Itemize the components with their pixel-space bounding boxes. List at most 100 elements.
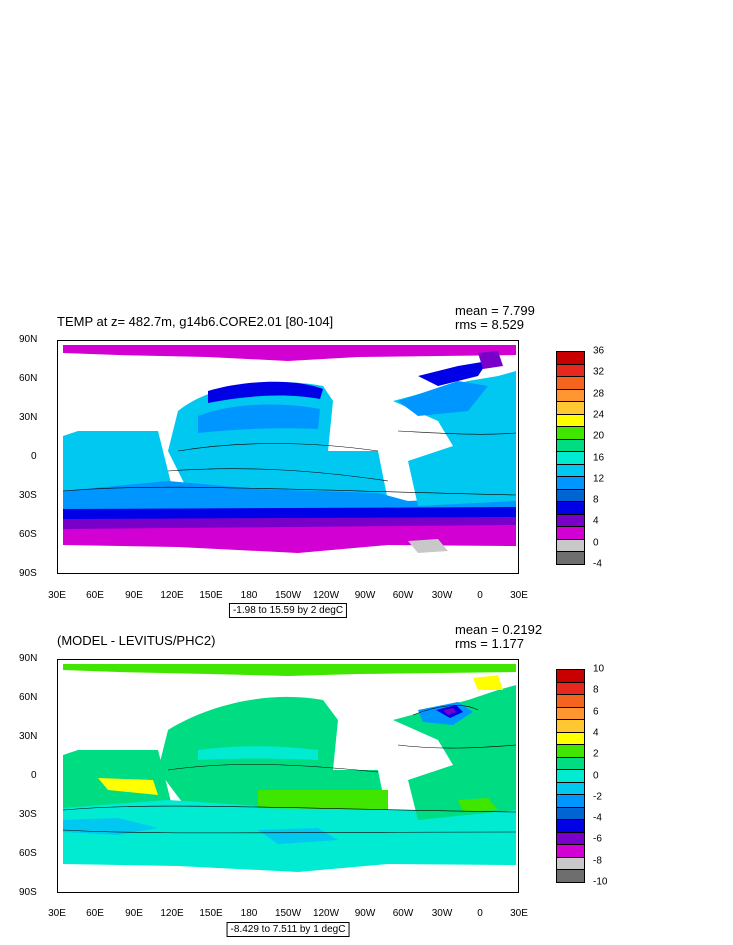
x-tick-label: 120E [160, 908, 184, 919]
colorbar: 10 8 6 4 2 0 -2 -4 -6 -8 -10 [556, 664, 607, 888]
rms-value: rms = 8.529 [455, 317, 525, 332]
colorbar-swatch [556, 376, 585, 390]
x-tick-label: 90W [354, 590, 376, 601]
panel-temperature: TEMP at z= 482.7m, g14b6.CORE2.01 [80-10… [0, 300, 733, 620]
x-tick-label: 120W [312, 908, 340, 919]
colorbar-label: 28 [593, 388, 605, 400]
y-tick-label: 60S [19, 848, 37, 859]
contour-range-label: -1.98 to 15.59 by 2 degC [228, 603, 348, 618]
colorbar-label: 8 [593, 494, 599, 506]
x-tick-label: 120E [160, 590, 184, 601]
colorbar-label: 6 [593, 706, 599, 718]
colorbar-swatch [556, 769, 585, 783]
colorbar-label: 12 [593, 473, 605, 485]
x-tick-label: 30E [48, 908, 66, 919]
mean-value: mean = 0.2192 [455, 622, 543, 637]
y-tick-label: 90N [19, 653, 38, 664]
colorbar-swatch [556, 706, 585, 721]
arctic-ocean [63, 664, 516, 676]
colorbar-label: 24 [593, 409, 605, 421]
colorbar-swatch [556, 551, 585, 565]
panel-title: TEMP at z= 482.7m, g14b6.CORE2.01 [80-10… [57, 314, 334, 329]
colorbar-swatch [556, 388, 585, 403]
y-tick-label: 90N [19, 334, 38, 345]
x-tick-label: 90E [125, 908, 143, 919]
colorbar-swatch [556, 488, 585, 503]
colorbar-swatch [556, 819, 585, 833]
colorbar-swatch [556, 794, 585, 808]
temperature-map [57, 340, 519, 574]
y-tick-label: 0 [31, 451, 37, 462]
colorbar-swatch [556, 719, 585, 733]
x-tick-label: 0 [477, 590, 483, 601]
x-tick-label: 180 [240, 908, 258, 919]
colorbar-swatch [556, 694, 585, 708]
colorbar-label: 4 [593, 727, 599, 739]
difference-map [57, 659, 519, 893]
mean-value: mean = 7.799 [455, 303, 535, 318]
southern-ocean-warm [63, 481, 516, 513]
x-tick-label: 60W [392, 908, 414, 919]
colorbar-swatch [556, 781, 585, 796]
colorbar-swatch [556, 681, 585, 696]
colorbar-swatch [556, 731, 585, 746]
arctic-ocean [63, 345, 516, 361]
x-tick-label: 180 [240, 590, 258, 601]
y-tick-label: 60N [19, 692, 38, 703]
x-tick-label: 60E [86, 908, 104, 919]
y-tick-label: 30N [19, 731, 38, 742]
colorbar-label: 20 [593, 430, 605, 442]
temperature-map-svg [58, 341, 518, 573]
x-tick-label: 90E [125, 590, 143, 601]
x-tick-label: 30W [431, 908, 453, 919]
colorbar-label: 10 [593, 663, 605, 675]
colorbar-label: 36 [593, 345, 605, 357]
colorbar-swatch [556, 844, 585, 858]
colorbar-swatch [556, 351, 585, 365]
x-tick-label: 150W [274, 590, 302, 601]
colorbar: 36 32 28 24 20 16 12 8 4 0 -4 [556, 346, 604, 570]
x-tick-label: 120W [312, 590, 340, 601]
x-tick-label: 150E [199, 590, 223, 601]
colorbar-swatch [556, 869, 585, 883]
x-tick-label: 150E [199, 908, 223, 919]
x-tick-label: 90W [354, 908, 376, 919]
colorbar-swatch [556, 831, 585, 846]
colorbar-label: -4 [593, 558, 602, 570]
colorbar-swatch [556, 476, 585, 490]
colorbar-swatch [556, 526, 585, 540]
contour-range-label: -8.429 to 7.511 by 1 degC [226, 922, 350, 937]
colorbar-label: 32 [593, 366, 605, 378]
x-tick-label: 150W [274, 908, 302, 919]
colorbar-label: -10 [593, 876, 608, 888]
panel-title: (MODEL - LEVITUS/PHC2) [57, 633, 216, 648]
colorbar-swatch [556, 413, 585, 428]
colorbar-label: -2 [593, 791, 602, 803]
colorbar-swatch [556, 538, 585, 553]
y-tick-label: 30S [19, 809, 37, 820]
panel-difference: (MODEL - LEVITUS/PHC2) mean = 0.2192 rms… [0, 618, 733, 945]
x-tick-label: 0 [477, 908, 483, 919]
x-tick-label: 60E [86, 590, 104, 601]
y-tick-label: 90S [19, 887, 37, 898]
colorbar-label: 8 [593, 684, 599, 696]
colorbar-swatch [556, 513, 585, 528]
southern-ocean-polar [63, 525, 516, 553]
colorbar-swatch [556, 451, 585, 465]
x-tick-label: 30E [48, 590, 66, 601]
difference-map-svg [58, 660, 518, 892]
x-tick-label: 30E [510, 908, 528, 919]
y-tick-label: 60S [19, 529, 37, 540]
colorbar-label: 0 [593, 537, 599, 549]
colorbar-swatch [556, 463, 585, 478]
colorbar-swatch [556, 438, 585, 453]
colorbar-label: 0 [593, 770, 599, 781]
y-tick-label: 30N [19, 412, 38, 423]
colorbar-label: 16 [593, 452, 605, 463]
colorbar-swatch [556, 744, 585, 758]
colorbar-label: -8 [593, 855, 602, 867]
x-tick-label: 30W [431, 590, 453, 601]
y-tick-label: 60N [19, 373, 38, 384]
colorbar-swatch [556, 363, 585, 378]
x-tick-label: 60W [392, 590, 414, 601]
